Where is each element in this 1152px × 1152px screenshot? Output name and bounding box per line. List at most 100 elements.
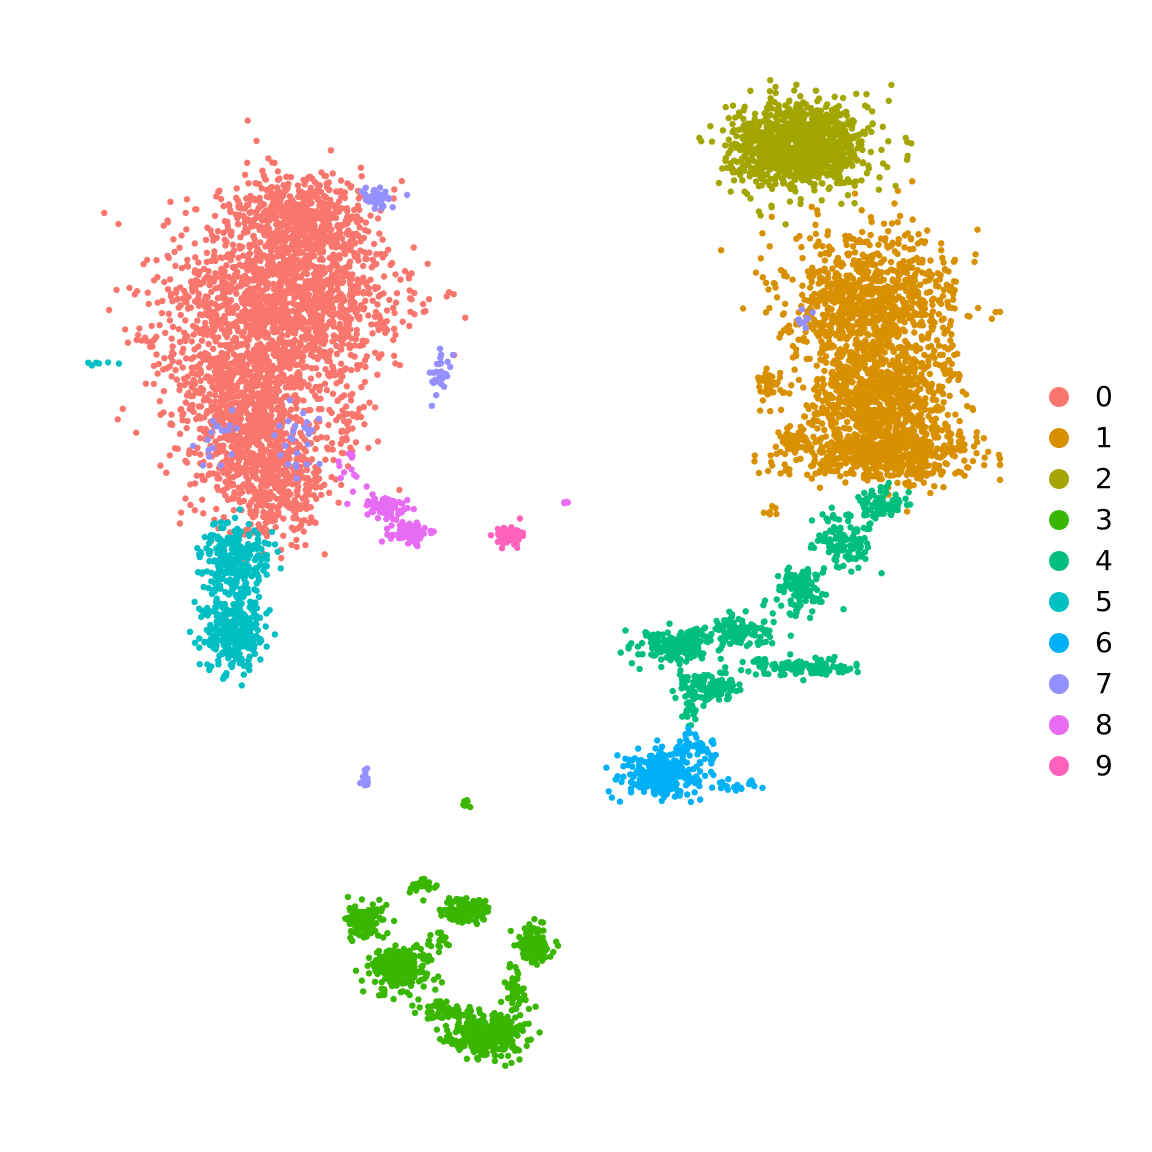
- point-cluster-0: [348, 366, 355, 374]
- point-cluster-0: [203, 249, 211, 256]
- point-cluster-0: [271, 460, 278, 467]
- point-cluster-0: [216, 435, 224, 442]
- point-cluster-0: [200, 510, 207, 517]
- point-cluster-0: [259, 403, 267, 410]
- point-cluster-0: [218, 326, 226, 333]
- point-cluster-0: [205, 340, 212, 348]
- point-cluster-1: [927, 489, 934, 497]
- point-cluster-1: [882, 304, 889, 312]
- point-cluster-0: [237, 245, 244, 252]
- point-cluster-1: [798, 243, 805, 251]
- point-cluster-0: [264, 222, 271, 230]
- point-cluster-0: [193, 472, 200, 479]
- point-cluster-1: [858, 207, 865, 214]
- point-cluster-0: [212, 386, 219, 393]
- point-cluster-1: [930, 390, 937, 397]
- point-cluster-0: [375, 293, 382, 300]
- point-cluster-0: [299, 495, 306, 502]
- point-cluster-0: [217, 273, 225, 281]
- point-cluster-1: [819, 341, 826, 348]
- point-cluster-0: [211, 368, 219, 375]
- point-cluster-0: [266, 455, 274, 462]
- point-cluster-0: [237, 411, 244, 418]
- point-cluster-1: [940, 315, 947, 322]
- point-cluster-1: [824, 294, 831, 301]
- point-cluster-1: [946, 392, 953, 399]
- point-cluster-0: [268, 247, 275, 255]
- point-cluster-0: [278, 346, 285, 354]
- point-cluster-0: [335, 274, 342, 282]
- point-cluster-0: [284, 249, 291, 256]
- point-cluster-0: [172, 262, 179, 269]
- point-cluster-1: [821, 426, 828, 433]
- point-cluster-0: [260, 365, 268, 373]
- point-cluster-1: [921, 239, 928, 247]
- point-cluster-0: [347, 184, 354, 191]
- point-cluster-0: [233, 194, 240, 201]
- point-cluster-1: [849, 378, 856, 386]
- point-cluster-0: [224, 393, 231, 400]
- point-cluster-0: [280, 486, 287, 493]
- point-cluster-0: [343, 436, 350, 444]
- point-cluster-0: [354, 362, 361, 369]
- point-cluster-0: [250, 485, 258, 492]
- point-cluster-0: [280, 481, 288, 488]
- point-cluster-0: [360, 274, 367, 281]
- point-cluster-0: [254, 373, 261, 380]
- point-cluster-0: [269, 207, 276, 214]
- point-cluster-1: [739, 305, 747, 312]
- point-cluster-0: [298, 315, 305, 323]
- point-cluster-0: [303, 481, 310, 488]
- point-cluster-0: [169, 343, 176, 350]
- point-cluster-0: [213, 449, 220, 456]
- point-cluster-0: [217, 377, 225, 384]
- point-cluster-0: [233, 318, 240, 326]
- point-cluster-0: [287, 340, 294, 348]
- point-cluster-0: [382, 329, 389, 336]
- point-cluster-0: [233, 343, 240, 351]
- point-cluster-0: [305, 489, 312, 496]
- point-cluster-0: [278, 554, 285, 562]
- point-cluster-0: [219, 363, 226, 371]
- point-cluster-0: [312, 445, 319, 453]
- point-cluster-0: [237, 282, 245, 290]
- point-cluster-1: [814, 303, 821, 310]
- point-cluster-1: [929, 352, 936, 359]
- point-cluster-1: [837, 277, 845, 284]
- point-cluster-0: [371, 404, 379, 411]
- point-cluster-0: [184, 256, 191, 263]
- point-cluster-1: [906, 275, 913, 282]
- point-cluster-0: [267, 479, 274, 487]
- point-cluster-0: [361, 421, 368, 428]
- point-cluster-0: [183, 459, 191, 466]
- point-cluster-0: [212, 275, 219, 282]
- point-cluster-0: [301, 436, 308, 443]
- point-cluster-0: [244, 259, 251, 266]
- point-cluster-0: [293, 543, 300, 551]
- point-cluster-0: [243, 265, 250, 272]
- point-cluster-0: [390, 336, 397, 344]
- point-cluster-0: [288, 541, 295, 549]
- point-cluster-1: [838, 289, 845, 296]
- point-cluster-0: [277, 279, 284, 286]
- point-cluster-0: [420, 308, 427, 315]
- point-cluster-0: [242, 464, 249, 471]
- point-cluster-0: [211, 248, 218, 255]
- point-cluster-0: [330, 318, 337, 325]
- point-cluster-0: [286, 504, 293, 511]
- point-cluster-0: [301, 233, 308, 241]
- point-cluster-0: [288, 207, 295, 215]
- point-cluster-0: [297, 429, 304, 437]
- point-cluster-0: [280, 532, 287, 539]
- point-cluster-1: [875, 241, 882, 248]
- point-cluster-0: [282, 450, 289, 457]
- point-cluster-1: [896, 284, 903, 291]
- point-cluster-1: [898, 352, 905, 359]
- point-cluster-0: [370, 240, 378, 248]
- point-cluster-1: [795, 376, 803, 383]
- point-cluster-0: [233, 471, 241, 479]
- point-cluster-0: [239, 450, 247, 457]
- point-cluster-0: [271, 286, 278, 293]
- point-cluster-0: [347, 397, 355, 404]
- point-cluster-1: [756, 407, 764, 414]
